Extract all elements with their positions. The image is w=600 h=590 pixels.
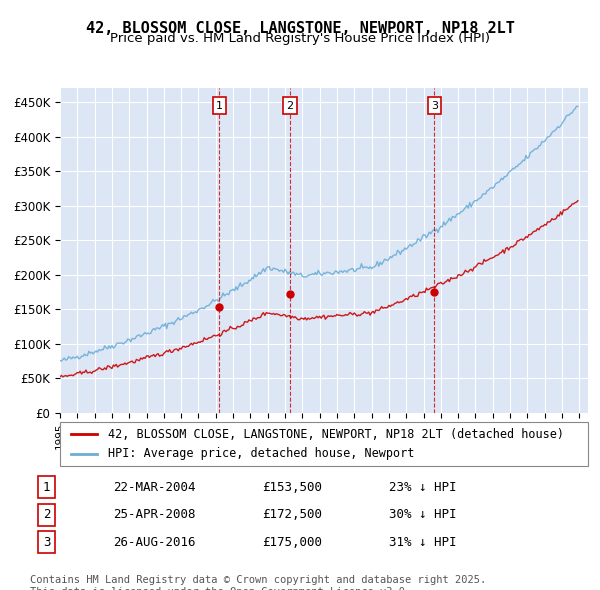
Text: £153,500: £153,500 (262, 481, 322, 494)
Text: 1: 1 (216, 101, 223, 111)
Text: 26-AUG-2016: 26-AUG-2016 (113, 536, 196, 549)
Text: 22-MAR-2004: 22-MAR-2004 (113, 481, 196, 494)
Text: Contains HM Land Registry data © Crown copyright and database right 2025.
This d: Contains HM Land Registry data © Crown c… (30, 575, 486, 590)
Text: £175,000: £175,000 (262, 536, 322, 549)
Text: 1: 1 (43, 481, 50, 494)
Text: 42, BLOSSOM CLOSE, LANGSTONE, NEWPORT, NP18 2LT: 42, BLOSSOM CLOSE, LANGSTONE, NEWPORT, N… (86, 21, 514, 35)
Text: 30% ↓ HPI: 30% ↓ HPI (389, 508, 457, 522)
Text: HPI: Average price, detached house, Newport: HPI: Average price, detached house, Newp… (107, 447, 414, 460)
Text: 23% ↓ HPI: 23% ↓ HPI (389, 481, 457, 494)
FancyBboxPatch shape (60, 422, 588, 466)
Text: 2: 2 (287, 101, 293, 111)
Text: 31% ↓ HPI: 31% ↓ HPI (389, 536, 457, 549)
Text: £172,500: £172,500 (262, 508, 322, 522)
Text: 3: 3 (43, 536, 50, 549)
Text: 42, BLOSSOM CLOSE, LANGSTONE, NEWPORT, NP18 2LT (detached house): 42, BLOSSOM CLOSE, LANGSTONE, NEWPORT, N… (107, 428, 563, 441)
Text: Price paid vs. HM Land Registry's House Price Index (HPI): Price paid vs. HM Land Registry's House … (110, 32, 490, 45)
Text: 2: 2 (43, 508, 50, 522)
Text: 25-APR-2008: 25-APR-2008 (113, 508, 196, 522)
Text: 3: 3 (431, 101, 438, 111)
